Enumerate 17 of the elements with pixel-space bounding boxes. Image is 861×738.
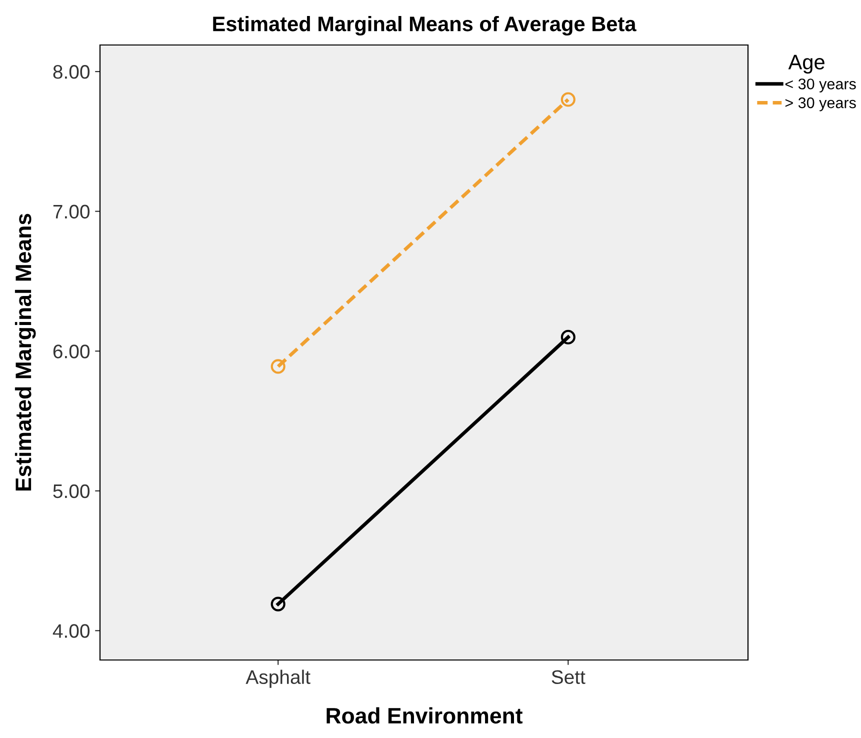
y-tick-label: 7.00 xyxy=(53,204,90,219)
y-axis-title: Estimated Marginal Means xyxy=(14,214,36,491)
y-tick-label: 8.00 xyxy=(53,65,90,79)
x-tick-label: Asphalt xyxy=(246,670,310,688)
x-axis-title: Road Environment xyxy=(326,707,523,724)
legend-label: < 30 years xyxy=(785,78,856,92)
y-tick-label: 6.00 xyxy=(53,344,90,358)
legend-label: > 30 years xyxy=(785,97,856,112)
point xyxy=(560,330,576,344)
y-tick-label: 5.00 xyxy=(53,484,90,498)
point xyxy=(270,596,286,612)
legend-title: Age xyxy=(788,54,824,74)
y-tick-label: 4.00 xyxy=(52,624,90,638)
point xyxy=(270,359,286,374)
point xyxy=(560,92,576,107)
x-tick-label: Sett xyxy=(552,670,586,684)
chart-title: Estimated Marginal Means of Average Beta xyxy=(213,16,636,36)
